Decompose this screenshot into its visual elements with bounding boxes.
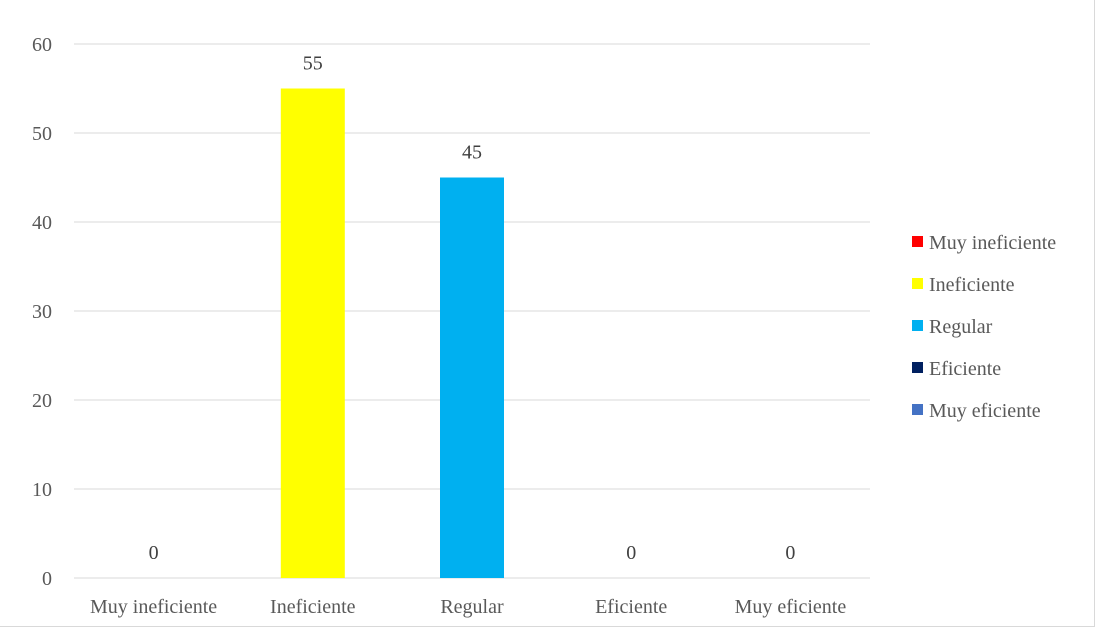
data-label: 0 [785, 542, 795, 564]
legend-label: Regular [929, 316, 993, 338]
legend-swatch [912, 320, 923, 331]
bar-regular [440, 177, 504, 578]
x-tick-label: Ineficiente [270, 596, 356, 618]
legend-label: Eficiente [929, 358, 1001, 380]
x-tick-label: Regular [440, 596, 504, 618]
bar-ineficiente [280, 88, 345, 578]
y-tick-label: 0 [42, 568, 52, 590]
y-tick-label: 20 [32, 390, 52, 412]
x-tick-label: Muy ineficiente [90, 596, 217, 618]
legend-label: Muy ineficiente [929, 232, 1056, 254]
legend-swatch [912, 236, 923, 247]
y-tick-label: 50 [32, 123, 52, 145]
data-label: 0 [626, 542, 636, 564]
y-tick-label: 10 [32, 479, 52, 501]
legend-swatch [912, 362, 923, 373]
data-label: 55 [303, 53, 323, 75]
bars [280, 88, 504, 578]
y-axis-ticks: 0 10 20 30 40 50 60 [32, 34, 52, 590]
legend-swatch [912, 404, 923, 415]
x-tick-label: Muy eficiente [735, 596, 847, 618]
x-tick-label: Eficiente [595, 596, 667, 618]
data-labels: 0 55 45 0 0 [149, 53, 796, 565]
data-label: 0 [149, 542, 159, 564]
x-axis-ticks: Muy ineficiente Ineficiente Regular Eficien… [90, 596, 846, 618]
y-tick-label: 40 [32, 212, 52, 234]
legend-label: Muy eficiente [929, 400, 1041, 422]
legend-label: Ineficiente [929, 274, 1015, 296]
legend-swatch [912, 278, 923, 289]
y-tick-label: 60 [32, 34, 52, 56]
legend: Muy ineficiente Ineficiente Regular Eficien… [912, 232, 1056, 422]
y-tick-label: 30 [32, 301, 52, 323]
data-label: 45 [462, 142, 482, 164]
